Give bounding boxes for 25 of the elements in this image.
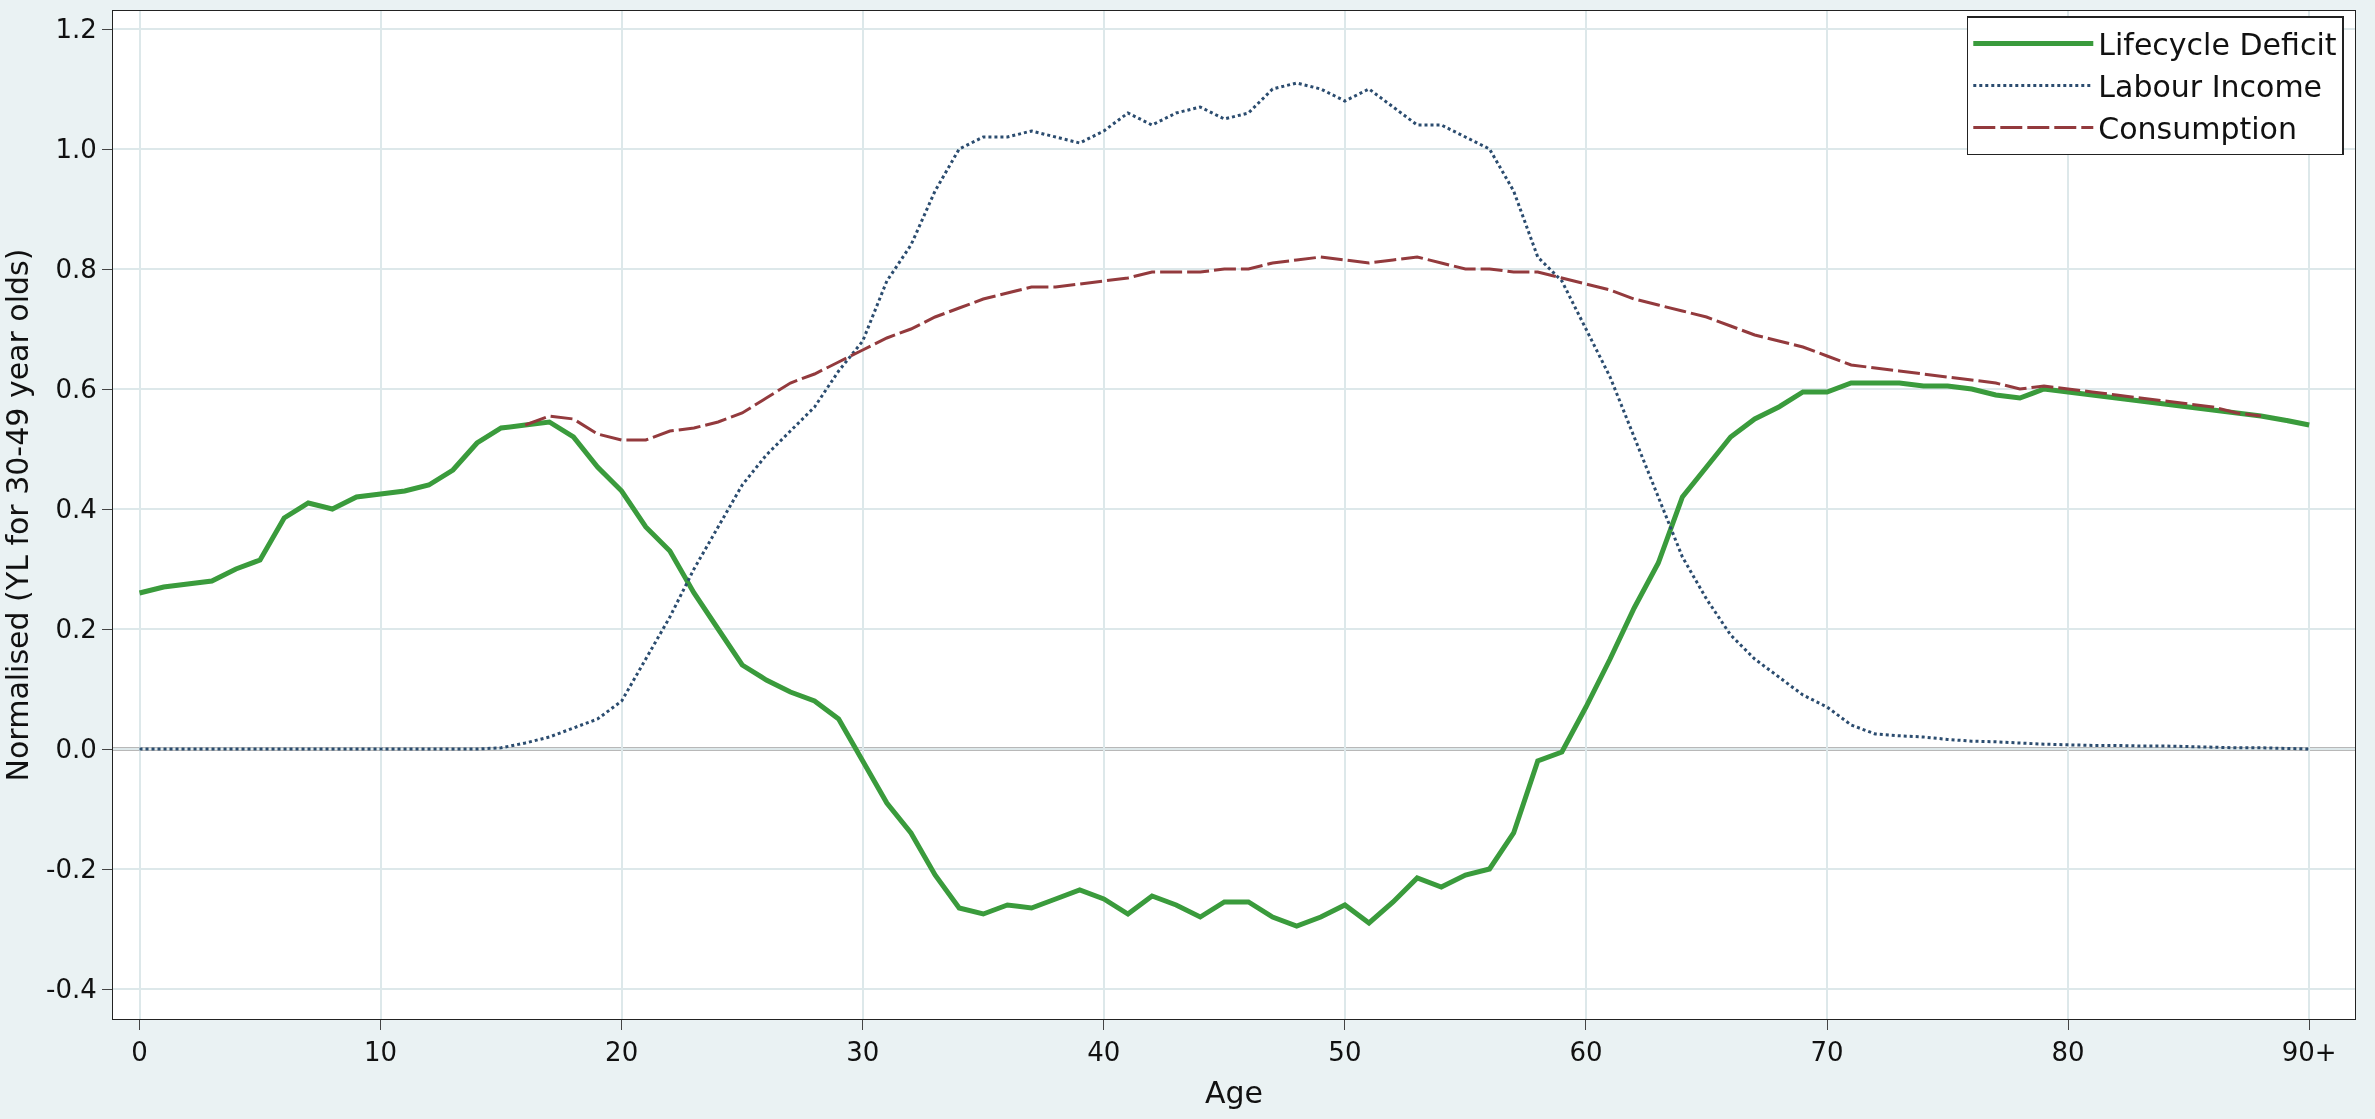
- x-tick-label: 90+: [2281, 1037, 2337, 1068]
- x-tick-label: 40: [1087, 1037, 1121, 1068]
- line-series: [523, 255, 2263, 442]
- x-tick-label: 30: [846, 1037, 880, 1068]
- y-tick-label: 0.2: [55, 614, 97, 645]
- x-tick-label: 20: [605, 1037, 639, 1068]
- x-tick-label: 50: [1328, 1037, 1362, 1068]
- x-tick-label: 80: [2051, 1037, 2085, 1068]
- y-tick-label: 1.2: [55, 14, 97, 45]
- x-tick-label: 60: [1569, 1037, 1603, 1068]
- x-tick-label: 10: [364, 1037, 398, 1068]
- x-axis-title: Age: [1204, 1074, 1264, 1110]
- y-tick-label: 1.0: [55, 134, 97, 165]
- y-tick-label: 0.6: [55, 374, 97, 405]
- y-axis-title: Normalised (YL for 30-49 year olds): [0, 248, 35, 782]
- legend-label: Lifecycle Deficit: [2098, 27, 2337, 63]
- y-tick-label: 0.0: [55, 734, 97, 765]
- legend-label: Consumption: [2098, 111, 2297, 147]
- y-tick-label: -0.4: [46, 974, 97, 1005]
- y-tick-label: 0.8: [55, 254, 97, 285]
- x-tick-label: 0: [131, 1037, 148, 1068]
- legend-label: Labour Income: [2098, 69, 2323, 105]
- y-tick-label: 0.4: [55, 494, 97, 525]
- y-tick-label: -0.2: [46, 854, 97, 885]
- x-tick-label: 70: [1810, 1037, 1844, 1068]
